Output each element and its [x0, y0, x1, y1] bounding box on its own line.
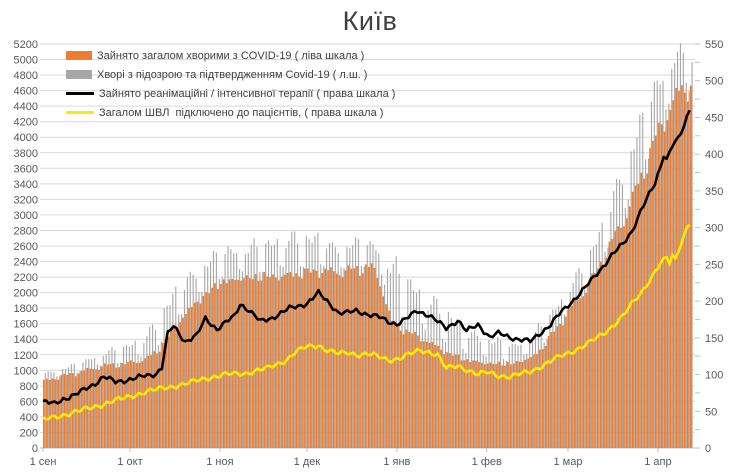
- ventilator-line: [42, 223, 691, 421]
- svg-text:2400: 2400: [14, 257, 38, 269]
- svg-text:1000: 1000: [14, 365, 38, 377]
- svg-text:1 ноя: 1 ноя: [206, 456, 233, 468]
- svg-text:2200: 2200: [14, 272, 38, 284]
- svg-text:100: 100: [705, 370, 723, 382]
- suspected-bar-swatch-icon: [66, 70, 92, 79]
- svg-text:1600: 1600: [14, 319, 38, 331]
- legend-label-icu: Зайнято реанімаційні / інтенсивної терап…: [99, 87, 396, 100]
- svg-text:4600: 4600: [14, 86, 38, 98]
- svg-text:2000: 2000: [14, 288, 38, 300]
- svg-text:500: 500: [705, 76, 723, 88]
- svg-text:1 сен: 1 сен: [30, 456, 57, 468]
- svg-text:150: 150: [705, 333, 723, 345]
- svg-text:2800: 2800: [14, 225, 38, 237]
- legend-label-occupied: Зайнято загалом хворими з COVID-19 ( лів…: [97, 49, 365, 62]
- svg-text:600: 600: [20, 396, 38, 408]
- svg-text:1 дек: 1 дек: [294, 456, 321, 468]
- svg-text:400: 400: [20, 412, 38, 424]
- svg-text:1800: 1800: [14, 303, 38, 315]
- svg-text:550: 550: [705, 39, 723, 51]
- svg-text:1400: 1400: [14, 334, 38, 346]
- svg-text:3200: 3200: [14, 194, 38, 206]
- legend-label-suspected: Хворі з підозрою та підтвердженням Covid…: [97, 68, 368, 81]
- legend: Зайнято загалом хворими з COVID-19 ( лів…: [66, 46, 395, 122]
- svg-text:3400: 3400: [14, 179, 38, 191]
- svg-text:2600: 2600: [14, 241, 38, 253]
- svg-text:4000: 4000: [14, 132, 38, 144]
- svg-text:5200: 5200: [14, 39, 38, 51]
- legend-item-ventilator: Загалом ШВЛ підключено до пацієнтів, ( п…: [66, 103, 395, 122]
- svg-text:1 фев: 1 фев: [472, 456, 502, 468]
- left-axis-labels: 0 200 400 600 800 1000 1200 1400 1600 1800 2000 220…: [14, 39, 38, 455]
- svg-text:250: 250: [705, 259, 723, 271]
- svg-text:1 мар: 1 мар: [553, 456, 582, 468]
- svg-text:0: 0: [705, 443, 711, 455]
- svg-text:200: 200: [20, 427, 38, 439]
- svg-text:350: 350: [705, 186, 723, 198]
- svg-text:1200: 1200: [14, 350, 38, 362]
- x-axis-labels: 1 сен 1 окт 1 ноя 1 дек 1 янв 1 фев 1 мар 1 апр: [30, 456, 672, 468]
- right-axis-labels: 0 50 100 150 200 250 300 350 400 450 500 550: [705, 39, 723, 455]
- svg-text:3800: 3800: [14, 148, 38, 160]
- svg-text:5000: 5000: [14, 55, 38, 67]
- svg-text:4400: 4400: [14, 101, 38, 113]
- svg-text:0: 0: [32, 443, 38, 455]
- svg-text:50: 50: [705, 406, 717, 418]
- chart-title: Київ: [342, 6, 398, 36]
- legend-item-occupied: Зайнято загалом хворими з COVID-19 ( лів…: [66, 46, 395, 65]
- svg-text:3600: 3600: [14, 163, 38, 175]
- svg-text:4200: 4200: [14, 117, 38, 129]
- legend-item-suspected: Хворі з підозрою та підтвердженням Covid…: [66, 65, 395, 84]
- occupied-bar-swatch-icon: [66, 51, 92, 60]
- svg-text:200: 200: [705, 296, 723, 308]
- svg-text:1 апр: 1 апр: [644, 456, 671, 468]
- svg-text:3000: 3000: [14, 210, 38, 222]
- icu-line-swatch-icon: [66, 91, 94, 96]
- svg-text:400: 400: [705, 149, 723, 161]
- svg-text:1 янв: 1 янв: [383, 456, 410, 468]
- legend-item-icu: Зайнято реанімаційні / інтенсивної терап…: [66, 84, 395, 103]
- legend-label-ventilator: Загалом ШВЛ підключено до пацієнтів, ( п…: [99, 106, 384, 119]
- svg-text:450: 450: [705, 112, 723, 124]
- svg-text:1 окт: 1 окт: [117, 456, 142, 468]
- right-axis-ticks: [695, 43, 700, 449]
- svg-text:300: 300: [705, 223, 723, 235]
- svg-text:4800: 4800: [14, 70, 38, 82]
- x-axis-ticks: [42, 448, 659, 452]
- svg-text:800: 800: [20, 381, 38, 393]
- bars-suspected: [44, 43, 693, 449]
- ventilator-line-swatch-icon: [66, 110, 94, 115]
- icu-line: [42, 109, 691, 405]
